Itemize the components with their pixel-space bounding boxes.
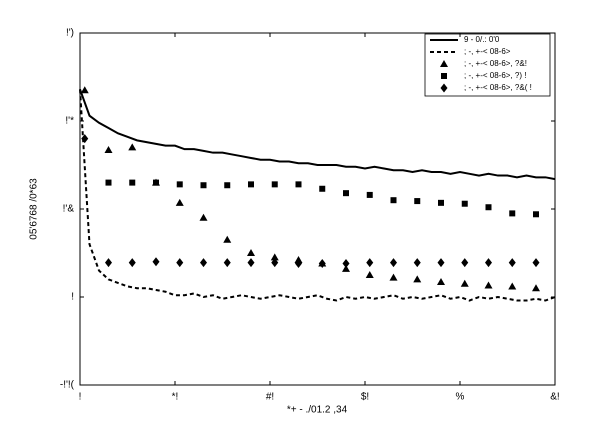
point bbox=[176, 181, 183, 188]
point bbox=[105, 258, 112, 268]
point bbox=[365, 271, 374, 278]
point bbox=[461, 200, 468, 207]
point bbox=[248, 181, 254, 188]
x-tick-label: #! bbox=[266, 392, 274, 403]
point bbox=[533, 211, 539, 218]
legend-marker bbox=[440, 60, 448, 67]
point bbox=[437, 278, 445, 286]
point bbox=[509, 210, 516, 217]
point bbox=[390, 258, 397, 268]
point bbox=[271, 181, 278, 188]
x-tick-label: $! bbox=[361, 392, 369, 403]
point bbox=[129, 179, 136, 186]
point bbox=[270, 253, 279, 261]
point bbox=[342, 259, 350, 269]
point bbox=[438, 199, 444, 206]
point bbox=[81, 134, 89, 144]
point bbox=[223, 258, 231, 268]
point bbox=[153, 179, 159, 186]
series-line bbox=[79, 89, 556, 302]
point bbox=[508, 282, 517, 290]
legend-marker bbox=[441, 73, 447, 79]
point bbox=[366, 191, 373, 198]
legend-label: 9 - 0/.: 0'0 bbox=[464, 35, 500, 44]
point bbox=[485, 204, 492, 211]
point bbox=[461, 258, 469, 268]
point bbox=[366, 258, 374, 268]
point bbox=[532, 284, 540, 292]
point bbox=[485, 258, 492, 268]
legend-label: ; -, +-< 08-6>, ?&( ! bbox=[464, 83, 532, 92]
point bbox=[105, 179, 112, 186]
point bbox=[342, 264, 350, 272]
point bbox=[343, 190, 349, 197]
legend-label: ; -, +-< 08-6> bbox=[464, 47, 511, 56]
y-tick-label: !'& bbox=[63, 204, 75, 215]
x-axis-label: *+ - ./01.2 ,34 bbox=[287, 405, 348, 416]
point bbox=[484, 281, 493, 289]
point bbox=[319, 185, 326, 192]
point bbox=[176, 258, 184, 268]
point bbox=[175, 198, 184, 206]
point bbox=[390, 197, 397, 204]
point bbox=[389, 273, 398, 281]
legend-box bbox=[424, 33, 551, 97]
point bbox=[200, 182, 207, 189]
point bbox=[532, 258, 540, 268]
series-line bbox=[79, 88, 556, 181]
point bbox=[318, 259, 326, 269]
point bbox=[200, 258, 207, 268]
point bbox=[413, 275, 422, 283]
y-tick-label: -!'!( bbox=[60, 380, 75, 391]
point bbox=[295, 259, 302, 269]
point bbox=[128, 258, 136, 268]
y-tick-label: !'* bbox=[65, 116, 74, 127]
point bbox=[414, 198, 421, 205]
x-tick-label: *! bbox=[172, 392, 179, 403]
point bbox=[223, 235, 232, 243]
point bbox=[460, 279, 469, 287]
point bbox=[437, 258, 445, 268]
legend-label: ; -, +-< 08-6>, ?) ! bbox=[464, 71, 526, 80]
point bbox=[295, 181, 302, 188]
point bbox=[104, 146, 113, 154]
point bbox=[413, 258, 421, 268]
point bbox=[128, 143, 137, 151]
x-tick-label: ! bbox=[79, 392, 82, 403]
point bbox=[508, 258, 516, 268]
point bbox=[80, 86, 89, 94]
y-axis-label: 05'6768 /0*63 bbox=[29, 178, 40, 240]
y-tick-label: ! bbox=[71, 292, 74, 303]
point bbox=[224, 182, 231, 189]
legend-label: ; -, +-< 08-6>, ?&! bbox=[464, 59, 527, 68]
point bbox=[152, 257, 160, 267]
x-tick-label: % bbox=[456, 392, 465, 403]
legend-marker bbox=[440, 83, 448, 93]
point bbox=[247, 258, 255, 268]
y-tick-label: !') bbox=[66, 28, 74, 39]
point bbox=[247, 249, 255, 256]
point bbox=[271, 258, 279, 268]
x-tick-label: &! bbox=[550, 392, 559, 403]
point bbox=[199, 213, 208, 221]
